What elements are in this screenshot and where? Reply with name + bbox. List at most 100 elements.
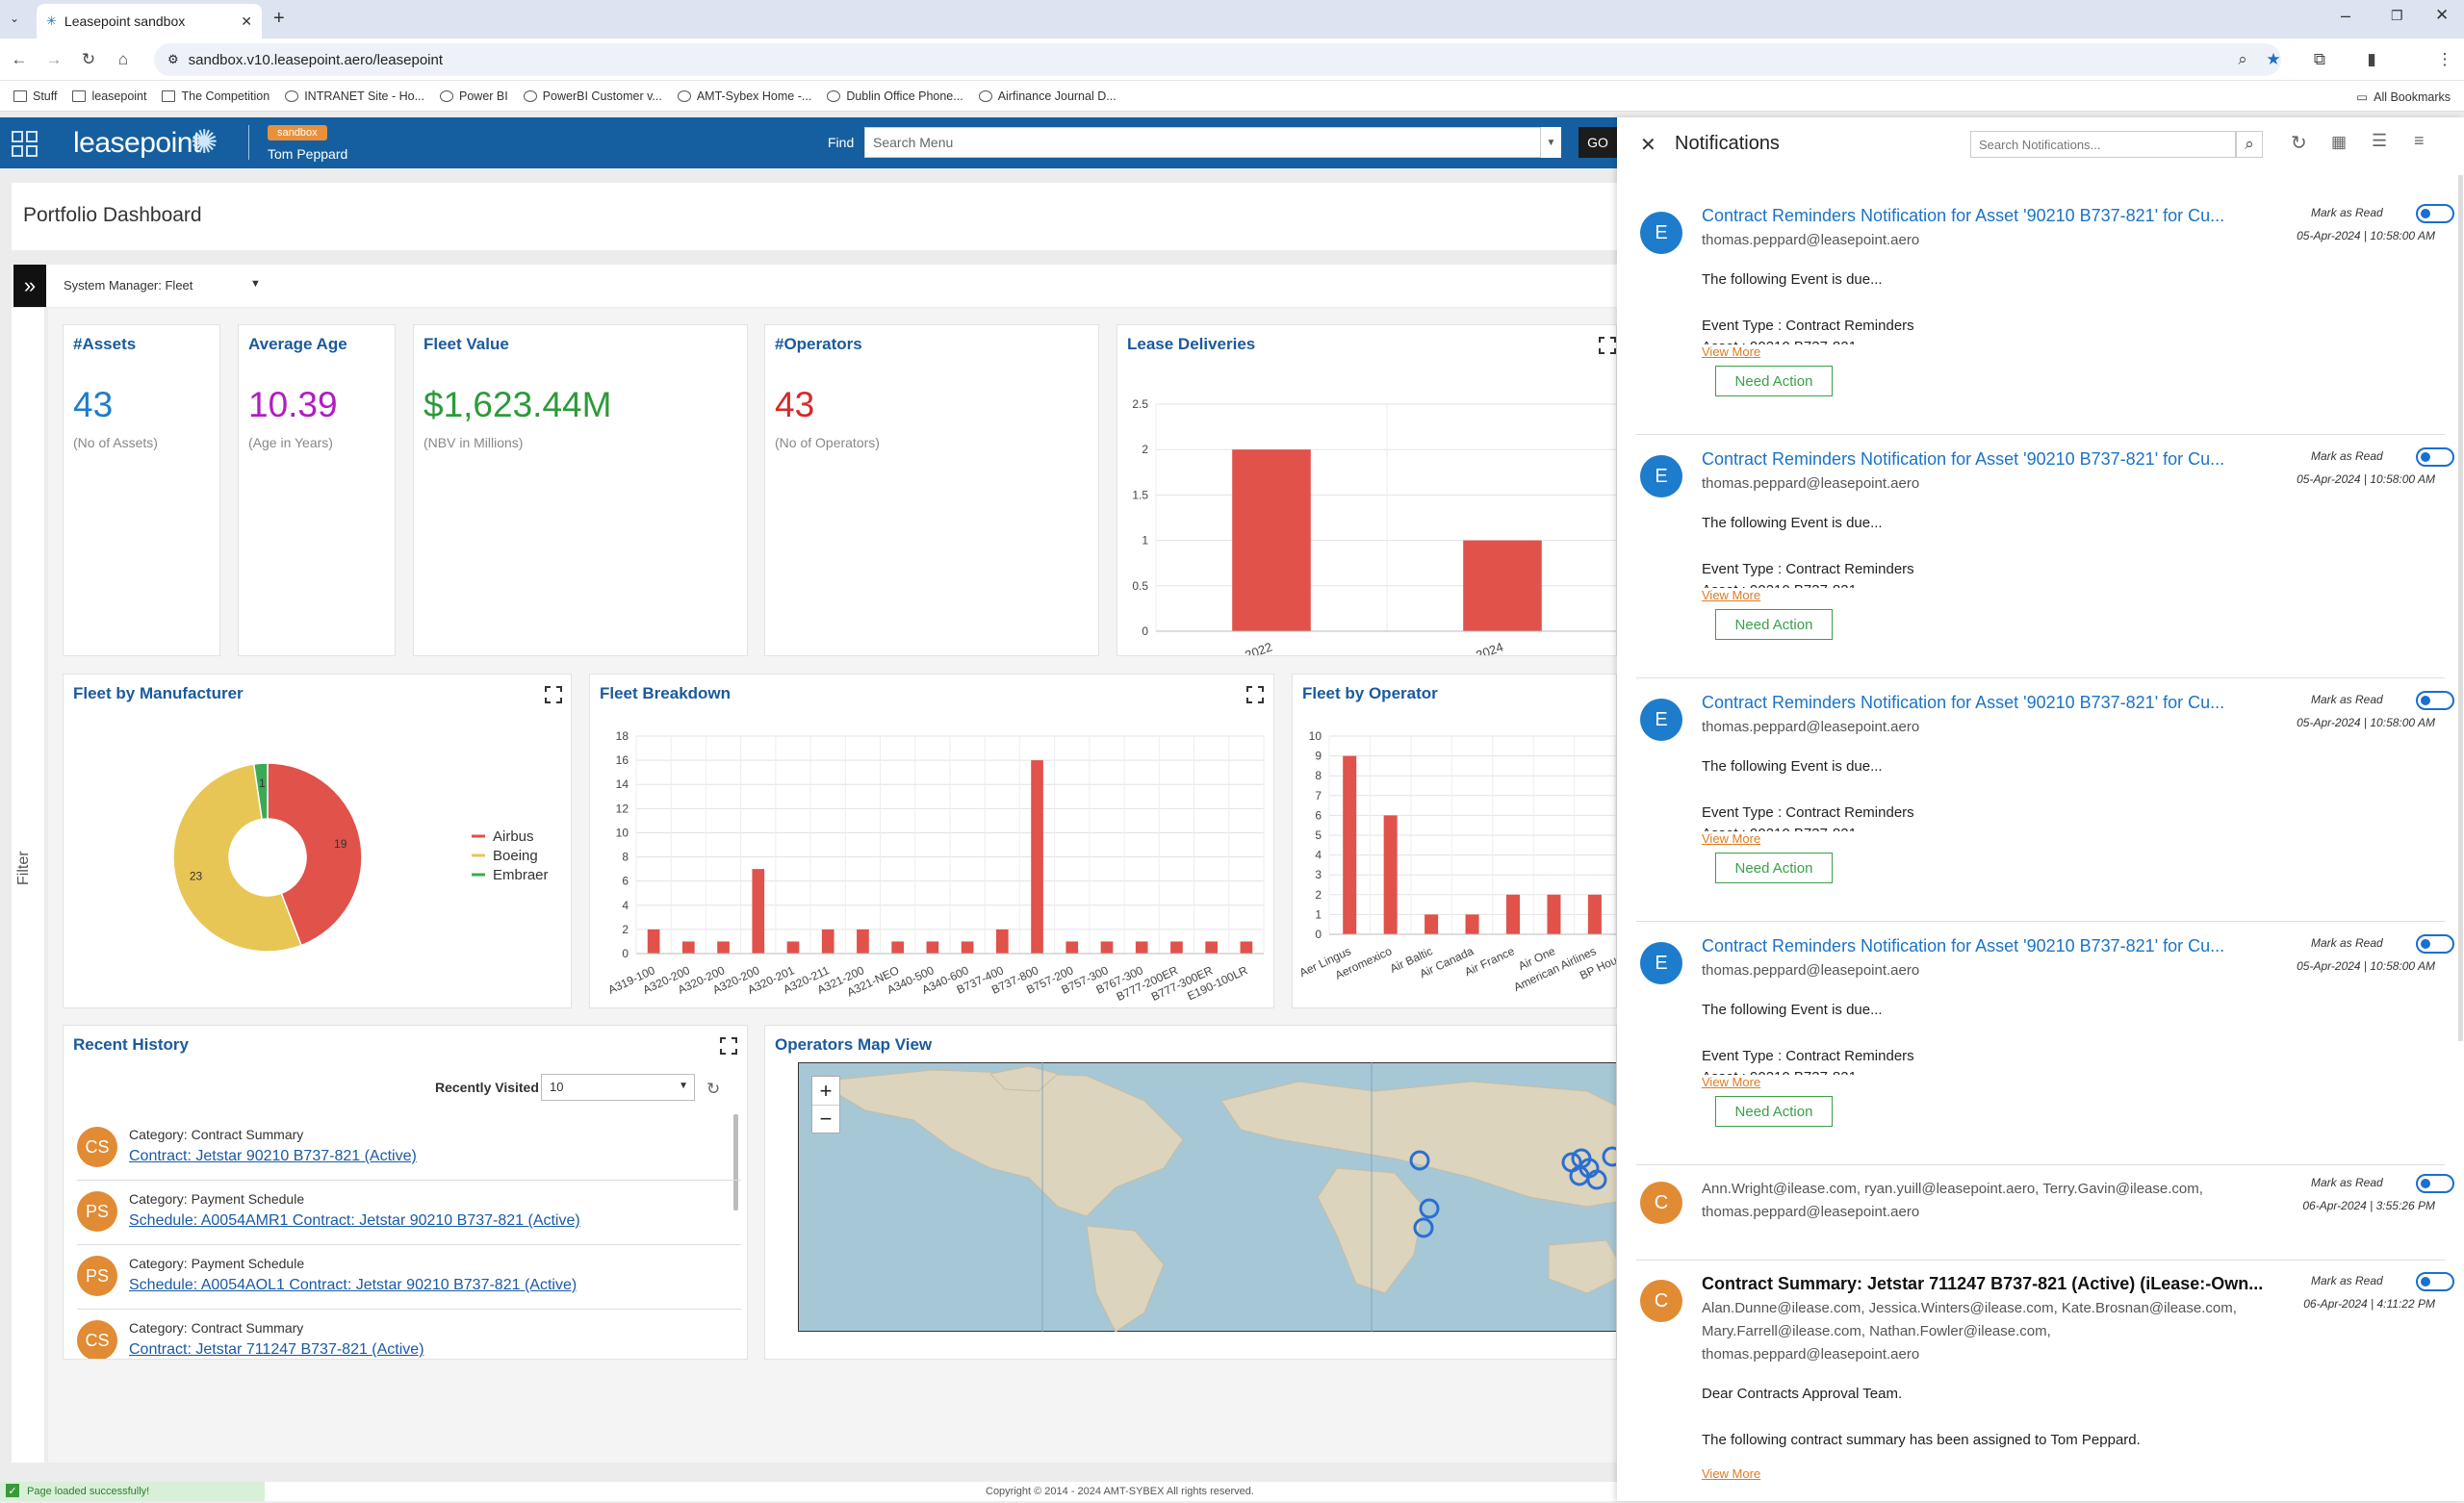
history-item[interactable]: PS Category: Payment Schedule Schedule: … [77, 1246, 741, 1310]
browser-tab[interactable]: ✳ Leasepoint sandbox ✕ [37, 4, 262, 38]
bookmark-item[interactable]: PowerBI Customer v... [524, 89, 662, 103]
refresh-icon[interactable]: ↻ [706, 1080, 720, 1099]
reload-icon[interactable]: ↻ [79, 50, 98, 69]
mark-as-read-toggle[interactable] [2416, 1174, 2454, 1193]
notification-subject[interactable]: Contract Reminders Notification for Asse… [1702, 449, 2224, 470]
recently-visited-select[interactable]: 10 ▼ [541, 1074, 695, 1101]
user-name[interactable]: Tom Peppard [268, 146, 347, 162]
view-more-link[interactable]: View More [1702, 344, 1760, 359]
notification-subject[interactable]: Contract Summary: Jetstar 711247 B737-82… [1702, 1274, 2263, 1294]
new-tab-icon[interactable]: + [273, 8, 285, 30]
mark-as-read-toggle[interactable] [2416, 447, 2454, 467]
bookmark-item[interactable]: leasepoint [72, 89, 146, 103]
bookmark-item[interactable]: AMT-Sybex Home -... [678, 89, 811, 103]
copyright: Copyright © 2014 - 2024 AMT-SYBEX All ri… [986, 1486, 1254, 1497]
bookmark-label: Power BI [459, 89, 508, 103]
tab-search-icon[interactable]: ⌄ [10, 12, 19, 25]
close-icon[interactable]: ✕ [1640, 133, 1656, 157]
bookmark-item[interactable]: Airfinance Journal D... [979, 89, 1116, 103]
notification-subject[interactable]: Contract Reminders Notification for Asse… [1702, 936, 2224, 956]
x-tick-label: 2024 [1474, 640, 1504, 656]
mark-as-read-toggle[interactable] [2416, 204, 2454, 223]
bookmark-item[interactable]: INTRANET Site - Ho... [285, 89, 424, 103]
need-action-button[interactable]: Need Action [1715, 609, 1833, 640]
bar [752, 869, 764, 954]
minimize-icon[interactable]: – [2341, 6, 2350, 26]
forward-icon[interactable]: → [44, 50, 64, 69]
window-close-icon[interactable]: ✕ [2435, 6, 2449, 25]
go-button[interactable]: GO [1578, 127, 1617, 158]
all-bookmarks[interactable]: ▭ All Bookmarks [2356, 89, 2451, 104]
search-menu-input[interactable]: Search Menu [864, 127, 1561, 158]
filter-sliders-icon[interactable]: ☰ [2372, 131, 2387, 151]
bookmark-star-icon[interactable]: ★ [2264, 50, 2283, 69]
bookmark-item[interactable]: The Competition [162, 89, 270, 103]
page-header: Portfolio Dashboard [12, 183, 1617, 250]
bookmark-item[interactable]: Stuff [13, 89, 57, 103]
mark-as-read-toggle[interactable] [2416, 934, 2454, 954]
notification-item[interactable]: C Contract Summary: Jetstar 711247 B737-… [1636, 1262, 2445, 1503]
bar [1241, 941, 1253, 954]
expand-sidebar-button[interactable]: » [13, 265, 46, 307]
zoom-icon[interactable]: ⌕ [2233, 50, 2252, 69]
map-zoom-in-button[interactable]: + [812, 1077, 839, 1106]
search-notifications-input[interactable]: Search Notifications... [1970, 131, 2236, 158]
need-action-button[interactable]: Need Action [1715, 366, 1833, 396]
history-link[interactable]: Contract: Jetstar 90210 B737-821 (Active… [129, 1148, 417, 1165]
refresh-icon[interactable]: ↻ [2291, 131, 2307, 155]
view-more-link[interactable]: View More [1702, 1075, 1760, 1089]
tab-close-icon[interactable]: ✕ [241, 13, 252, 30]
restore-icon[interactable]: ❐ [2391, 8, 2403, 24]
expand-icon[interactable] [545, 686, 564, 705]
history-link[interactable]: Contract: Jetstar 711247 B737-821 (Activ… [129, 1341, 424, 1359]
menu-dots-icon[interactable]: ⋮ [2435, 50, 2454, 69]
y-tick-label: 1 [1315, 907, 1322, 921]
side-panel-icon[interactable]: ▮ [2362, 50, 2381, 69]
calendar-icon[interactable]: ▦ [2331, 133, 2347, 152]
mark-as-read-toggle[interactable] [2416, 691, 2454, 710]
need-action-button[interactable]: Need Action [1715, 853, 1833, 883]
history-link[interactable]: Schedule: A0054AMR1 Contract: Jetstar 90… [129, 1212, 580, 1230]
system-manager-dropdown-icon[interactable]: ▼ [250, 278, 261, 290]
leasepoint-logo[interactable]: leasepoint [73, 127, 200, 160]
sort-icon[interactable]: ≡ [2414, 131, 2425, 151]
extensions-icon[interactable]: ⧉ [2310, 50, 2329, 69]
bookmark-item[interactable]: Dublin Office Phone... [827, 89, 962, 103]
history-item[interactable]: PS Category: Payment Schedule Schedule: … [77, 1182, 741, 1245]
view-more-link[interactable]: View More [1702, 1466, 1760, 1481]
notification-subject[interactable]: Contract Reminders Notification for Asse… [1702, 206, 2224, 226]
site-info-icon[interactable]: ⚙ [167, 52, 179, 67]
y-tick-label: 4 [1315, 849, 1322, 862]
home-icon[interactable]: ⌂ [114, 50, 133, 69]
expand-icon[interactable] [1599, 337, 1617, 356]
notification-body: Event Type : Contract Reminders [1702, 1048, 1914, 1064]
world-map[interactable] [798, 1062, 1617, 1332]
expand-icon[interactable] [720, 1037, 739, 1057]
mark-as-read-toggle[interactable] [2416, 1272, 2454, 1291]
view-more-link[interactable]: View More [1702, 831, 1760, 846]
bar [996, 930, 1009, 954]
kpi-fleet-value: Fleet Value $1,623.44M (NBV in Millions) [413, 324, 748, 656]
notification-subject[interactable]: Contract Reminders Notification for Asse… [1702, 693, 2224, 713]
history-item[interactable]: CS Category: Contract Summary Contract: … [77, 1311, 741, 1360]
filter-strip[interactable]: Filter [12, 308, 44, 1463]
view-more-link[interactable]: View More [1702, 588, 1760, 602]
need-action-button[interactable]: Need Action [1715, 1096, 1833, 1127]
search-menu-dropdown-icon[interactable]: ▼ [1540, 127, 1561, 158]
back-icon[interactable]: ← [10, 50, 29, 69]
notification-item[interactable]: C Ann.Wright@ilease.com, ryan.yuill@leas… [1636, 1164, 2445, 1261]
url-bar[interactable]: ⚙ sandbox.v10.leasepoint.aero/leasepoint [154, 43, 2281, 76]
history-item[interactable]: CS Category: Contract Summary Contract: … [77, 1117, 741, 1181]
notifications-scrollbar[interactable] [2458, 175, 2463, 1041]
history-link[interactable]: Schedule: A0054AOL1 Contract: Jetstar 90… [129, 1277, 577, 1294]
expand-icon[interactable] [1246, 686, 1266, 705]
apps-grid-icon[interactable] [12, 131, 38, 158]
search-icon[interactable]: ⌕ [2236, 131, 2263, 158]
map-zoom-out-button[interactable]: − [812, 1106, 839, 1133]
bookmark-item[interactable]: Power BI [440, 89, 508, 103]
system-manager-select[interactable]: System Manager: Fleet [64, 278, 192, 293]
